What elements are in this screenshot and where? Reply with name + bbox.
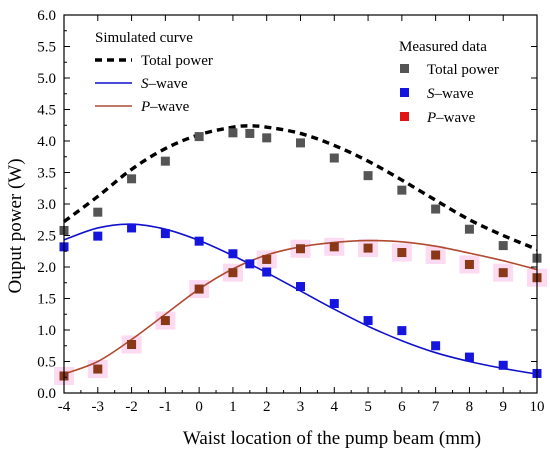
y-tick-label: 1.5: [37, 292, 56, 308]
y-tick-label: 4.5: [37, 103, 56, 119]
measured-p-wave-point: [93, 364, 103, 374]
measured-total-power-point: [228, 128, 238, 138]
y-tick-label: 3.5: [37, 166, 56, 182]
y-tick-label: 3.0: [37, 197, 56, 213]
measured-p-wave-point: [262, 254, 272, 264]
x-tick-label: 10: [530, 399, 545, 415]
measured-total-power-point: [262, 133, 272, 143]
x-tick-label: -4: [58, 399, 71, 415]
legend-measured-pwave-label: P–wave: [426, 110, 476, 126]
legend-simulated-total-label: Total power: [141, 53, 213, 69]
measured-s-wave-point: [160, 229, 170, 239]
x-tick-label: 6: [398, 399, 406, 415]
legend-simulated: Simulated curve Total power S–wave P–wav…: [95, 30, 213, 115]
y-tick-label: 6.0: [37, 8, 56, 24]
y-tick-label: 4.0: [37, 134, 56, 150]
measured-p-wave-point: [329, 242, 339, 252]
x-tick-label: -3: [92, 399, 105, 415]
x-tick-label: 4: [331, 399, 339, 415]
x-tick-label: 0: [195, 399, 203, 415]
measured-s-wave-point: [262, 267, 272, 277]
legend-measured-title: Measured data: [399, 39, 487, 55]
measured-p-wave-point: [431, 250, 441, 260]
legend-simulated-pwave-label: P–wave: [140, 99, 190, 115]
y-tick-label: 2.5: [37, 229, 56, 245]
measured-s-wave-point: [431, 341, 441, 351]
measured-p-wave-point: [228, 268, 238, 278]
y-tick-label: 0.0: [37, 386, 56, 402]
measured-p-wave-point: [296, 244, 305, 254]
simulated-total-power-curve: [62, 124, 538, 251]
y-tick-label: 5.0: [37, 71, 56, 87]
y-axis-title: Ouput power (W): [5, 158, 26, 293]
measured-s-wave-point: [127, 223, 137, 233]
x-tick-label: 9: [499, 399, 507, 415]
measured-s-wave-point: [296, 282, 305, 292]
measured-s-wave-point: [329, 299, 339, 309]
measured-p-wave-point: [194, 284, 204, 294]
x-tick-label: 2: [263, 399, 271, 415]
legend-measured-swave-swatch: [400, 88, 409, 97]
x-tick-label: 7: [432, 399, 440, 415]
measured-s-wave-point: [93, 231, 103, 241]
measured-p-wave-point: [160, 316, 170, 326]
measured-total-power-point: [194, 132, 204, 142]
axes: -4 -3 -2 -1 0 1 2 3 4 5 6 7 8 9 10 0.0 0.5 1.0 1.5 2.0 2.5 3.…: [37, 8, 544, 415]
measured-total-power-point: [93, 207, 103, 217]
measured-s-wave-point: [397, 326, 407, 336]
y-tick-label: 2.0: [37, 260, 56, 276]
measured-total-power-point: [464, 224, 474, 234]
y-tick-label: 5.5: [37, 40, 56, 56]
measured-p-wave-point: [127, 339, 137, 349]
legend-measured: Measured data Total power S–wave P–wave: [399, 39, 499, 126]
y-tick-label: 0.5: [37, 355, 56, 371]
measured-s-wave-point: [228, 249, 238, 259]
measured-p-wave-point: [464, 259, 474, 269]
legend-measured-pwave-swatch: [400, 112, 409, 121]
measured-total-power-point: [245, 128, 255, 138]
legend-measured-swave-label: S–wave: [427, 86, 474, 102]
measured-p-wave-point: [397, 248, 407, 258]
measured-total-power-point: [127, 174, 137, 184]
x-tick-label: 8: [466, 399, 474, 415]
x-tick-label: 3: [297, 399, 305, 415]
measured-s-wave-point: [363, 316, 373, 326]
measured-s-wave-point: [498, 360, 508, 370]
y-tick-label: 1.0: [37, 323, 56, 339]
x-tick-label: 5: [364, 399, 372, 415]
data-marks: [54, 124, 547, 385]
measured-total-power-point: [363, 171, 373, 181]
measured-s-wave-point: [194, 236, 204, 246]
measured-total-power-point: [498, 241, 508, 251]
legend-measured-total-label: Total power: [427, 62, 499, 78]
measured-s-wave-point: [464, 352, 474, 362]
legend-simulated-title: Simulated curve: [95, 30, 193, 46]
x-tick-label: -2: [125, 399, 138, 415]
measured-total-power-point: [296, 138, 305, 148]
legend-measured-total-swatch: [400, 64, 409, 73]
measured-p-wave-point: [363, 243, 373, 253]
measured-total-power-point: [431, 204, 441, 214]
measured-total-power-point: [397, 185, 407, 195]
x-tick-label: 1: [229, 399, 237, 415]
measured-p-wave-point: [498, 268, 508, 278]
legend-simulated-swave-label: S–wave: [141, 76, 188, 92]
measured-total-power-point: [329, 153, 339, 163]
x-tick-label: -1: [159, 399, 172, 415]
x-axis-title: Waist location of the pump beam (mm): [183, 428, 481, 449]
measured-s-wave-point: [245, 259, 255, 269]
measured-total-power-point: [160, 156, 170, 166]
